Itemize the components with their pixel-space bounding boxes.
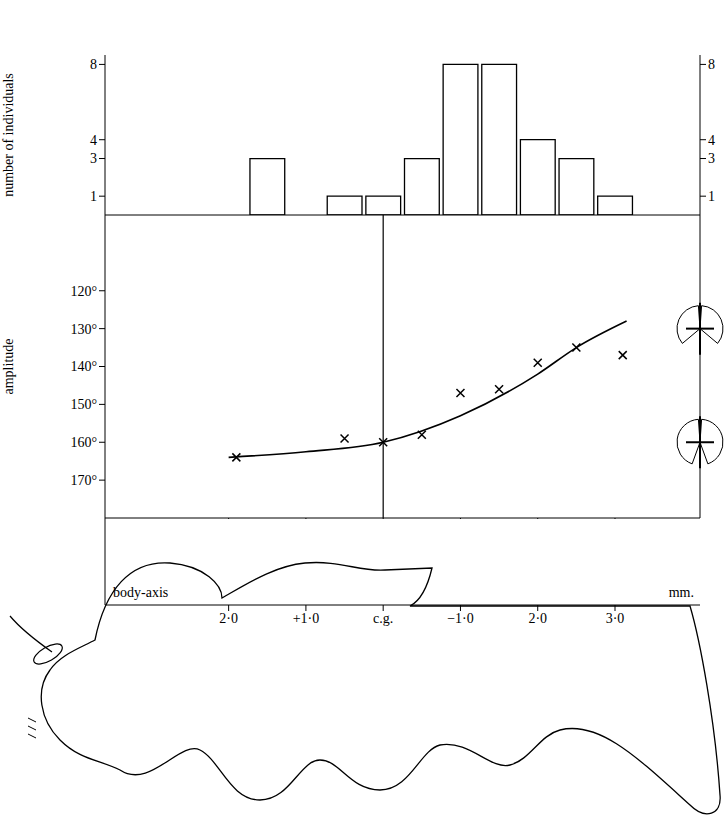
svg-text:−1·0: −1·0 <box>447 611 474 626</box>
svg-text:170°: 170° <box>70 473 97 488</box>
svg-text:3: 3 <box>708 151 715 166</box>
svg-text:number of individuals: number of individuals <box>1 73 16 197</box>
svg-text:2·0: 2·0 <box>528 611 547 626</box>
svg-text:140°: 140° <box>70 359 97 374</box>
svg-text:3·0: 3·0 <box>606 611 625 626</box>
svg-text:2·0: 2·0 <box>219 611 238 626</box>
svg-text:120°: 120° <box>70 284 97 299</box>
svg-text:body-axis: body-axis <box>113 585 168 600</box>
svg-text:1: 1 <box>90 189 97 204</box>
svg-text:8: 8 <box>708 57 715 72</box>
svg-text:4: 4 <box>90 133 97 148</box>
svg-text:4: 4 <box>708 133 715 148</box>
svg-text:3: 3 <box>90 151 97 166</box>
svg-text:mm.: mm. <box>669 585 694 600</box>
svg-text:1: 1 <box>708 189 715 204</box>
svg-text:150°: 150° <box>70 397 97 412</box>
svg-text:130°: 130° <box>70 322 97 337</box>
svg-text:+1·0: +1·0 <box>293 611 320 626</box>
svg-text:8: 8 <box>90 57 97 72</box>
svg-text:amplitude: amplitude <box>1 339 16 395</box>
svg-text:160°: 160° <box>70 435 97 450</box>
svg-text:c.g.: c.g. <box>373 611 393 626</box>
